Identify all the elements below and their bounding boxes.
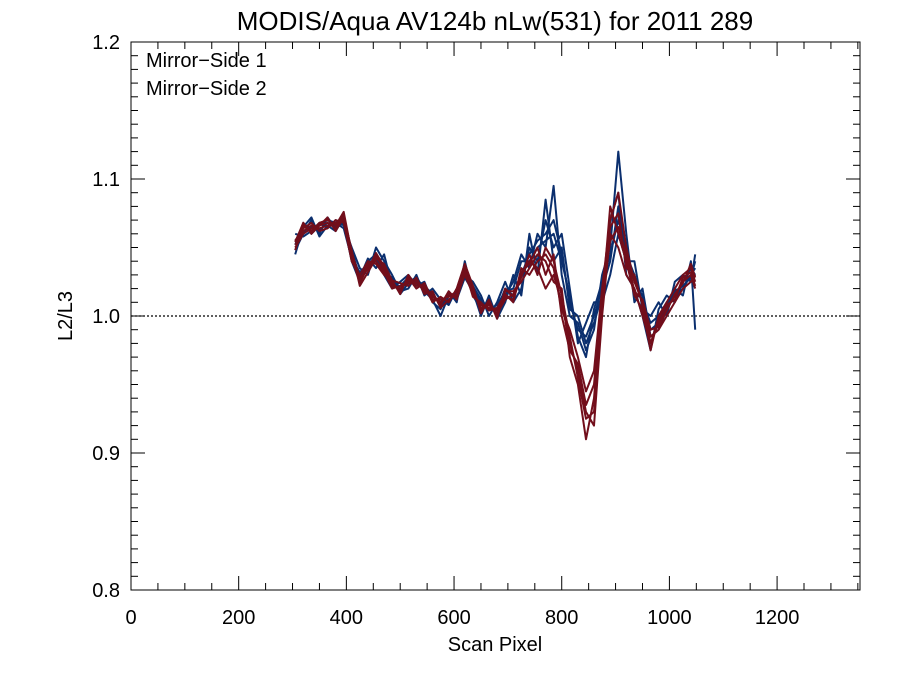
y-axis-label: L2/L3 xyxy=(55,291,77,341)
x-tick-label: 1000 xyxy=(647,607,692,629)
y-tick-label: 1.1 xyxy=(92,169,120,191)
x-axis-label: Scan Pixel xyxy=(448,634,543,656)
x-tick-label: 0 xyxy=(125,607,136,629)
series-layer xyxy=(294,150,697,441)
series-line-mirror-side-1 xyxy=(294,150,697,352)
y-tick-label: 1.2 xyxy=(92,32,120,54)
x-tick-label: 600 xyxy=(437,607,470,629)
y-tick-label: 1.0 xyxy=(92,306,120,328)
series-line-mirror-side-2 xyxy=(294,213,697,427)
series-line-mirror-side-2 xyxy=(294,212,697,420)
y-tick-label: 0.9 xyxy=(92,443,120,465)
x-tick-label: 400 xyxy=(330,607,363,629)
legend-item-mirror-side-1: Mirror−Side 1 xyxy=(146,50,267,72)
x-tick-label: 1200 xyxy=(755,607,800,629)
chart-title: MODIS/Aqua AV124b nLw(531) for 2011 289 xyxy=(237,6,753,36)
y-tick-label: 0.8 xyxy=(92,580,120,602)
x-tick-label: 200 xyxy=(222,607,255,629)
x-axis-ticks: 0 200 400 600 800 1000 1200 xyxy=(125,42,859,629)
y-axis-ticks: 0.8 0.9 1.0 1.1 1.2 xyxy=(92,32,860,602)
x-tick-label: 800 xyxy=(545,607,578,629)
series-line-mirror-side-2 xyxy=(294,216,697,406)
series-line-mirror-side-2 xyxy=(294,205,697,441)
legend-item-mirror-side-2: Mirror−Side 2 xyxy=(146,78,267,100)
